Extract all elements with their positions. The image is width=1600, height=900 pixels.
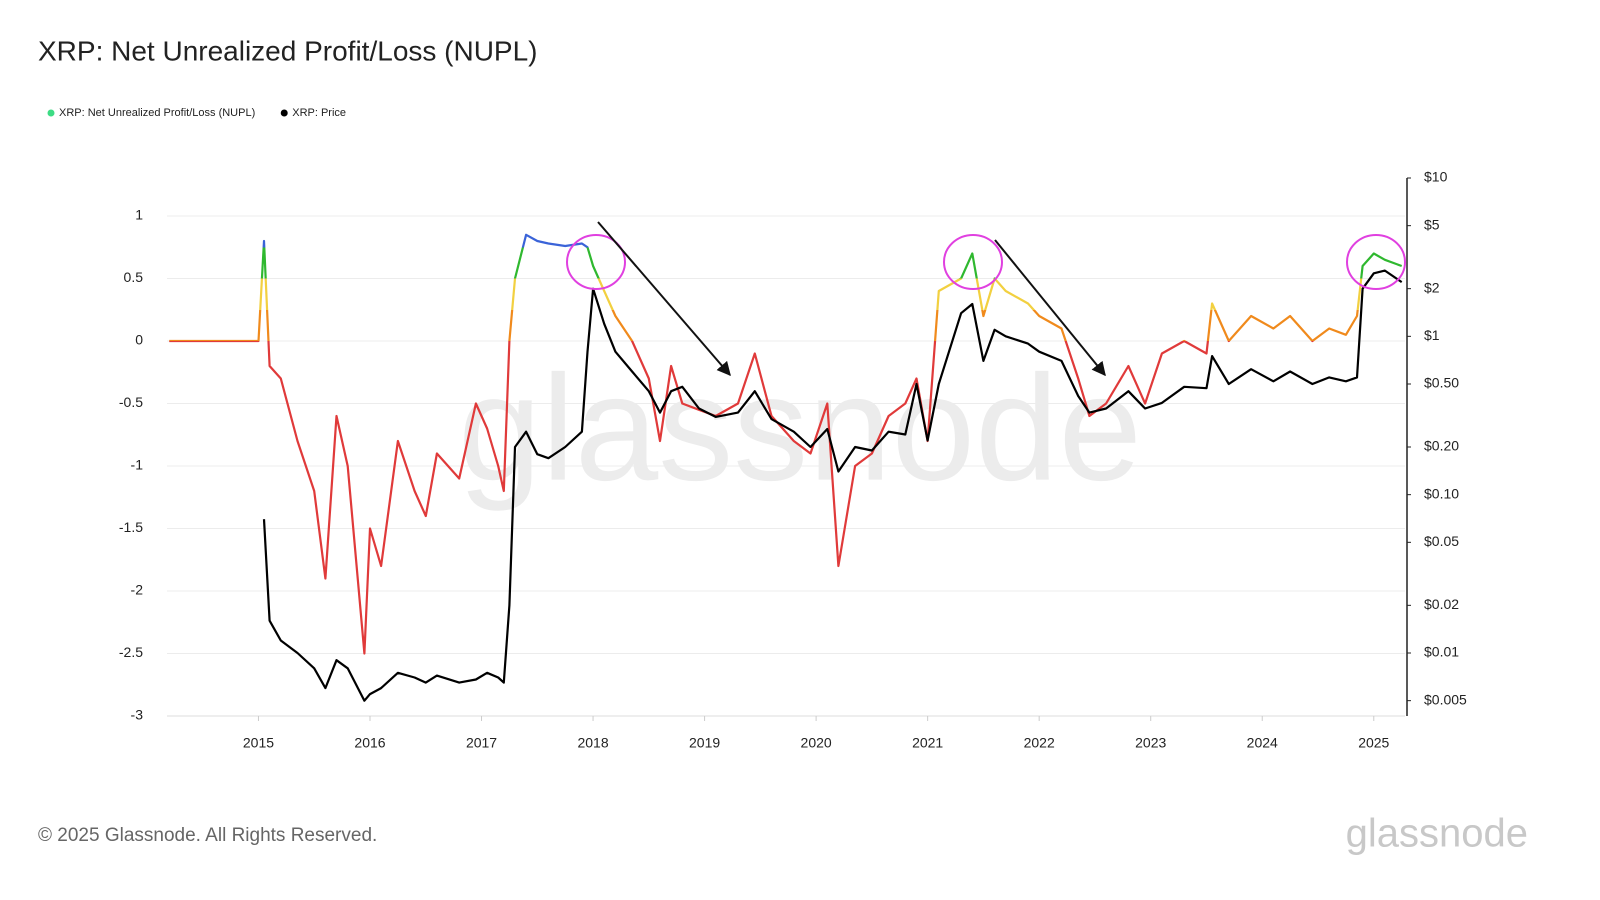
y-tick-label: -0.5 — [119, 394, 143, 410]
legend-marker — [47, 109, 55, 117]
x-tick-label: 2017 — [466, 735, 497, 751]
y-tick-label: -1.5 — [119, 519, 143, 535]
x-tick-label: 2016 — [354, 735, 385, 751]
trend-arrow — [597, 221, 731, 377]
x-tick-label: 2025 — [1358, 735, 1389, 751]
x-tick-label: 2024 — [1247, 735, 1278, 751]
x-tick-label: 2020 — [801, 735, 832, 751]
y2-tick-label: $1 — [1424, 327, 1440, 343]
highlight-circle — [1346, 234, 1406, 290]
y-tick-label: -3 — [131, 707, 144, 723]
x-tick-label: 2018 — [577, 735, 608, 751]
series-line — [262, 269, 1403, 702]
x-tick-label: 2015 — [243, 735, 274, 751]
x-tick-label: 2019 — [689, 735, 720, 751]
legend-label: XRP: Price — [292, 107, 346, 119]
watermark: glassnode — [458, 344, 1142, 512]
y-tick-label: 0 — [135, 332, 143, 348]
y2-tick-label: $0.005 — [1424, 691, 1467, 707]
x-tick-label: 2022 — [1024, 735, 1055, 751]
y2-tick-label: $0.10 — [1424, 485, 1459, 501]
copyright: © 2025 Glassnode. All Rights Reserved. — [38, 825, 377, 846]
trend-arrow — [994, 239, 1106, 377]
y-tick-label: -2.5 — [119, 644, 143, 660]
series-line — [169, 233, 1403, 655]
highlight-circle — [943, 234, 1003, 290]
y2-tick-label: $0.20 — [1424, 438, 1459, 454]
legend-label: XRP: Net Unrealized Profit/Loss (NUPL) — [59, 107, 255, 119]
x-tick-label: 2023 — [1135, 735, 1166, 751]
y-tick-label: 1 — [135, 207, 143, 223]
y2-tick-label: $5 — [1424, 216, 1440, 232]
y2-tick-label: $10 — [1424, 169, 1448, 185]
logo: glassnode — [1346, 812, 1528, 856]
chart-title: XRP: Net Unrealized Profit/Loss (NUPL) — [38, 35, 538, 66]
y-tick-label: -2 — [131, 582, 144, 598]
y2-tick-label: $0.50 — [1424, 375, 1459, 391]
y2-tick-label: $2 — [1424, 279, 1440, 295]
legend-marker — [280, 109, 288, 117]
y2-tick-label: $0.05 — [1424, 533, 1459, 549]
y-tick-label: -1 — [131, 457, 144, 473]
y2-tick-label: $0.01 — [1424, 644, 1459, 660]
x-tick-label: 2021 — [912, 735, 943, 751]
highlight-circle — [566, 234, 626, 290]
y2-tick-label: $0.02 — [1424, 596, 1459, 612]
y-tick-label: 0.5 — [124, 269, 144, 285]
